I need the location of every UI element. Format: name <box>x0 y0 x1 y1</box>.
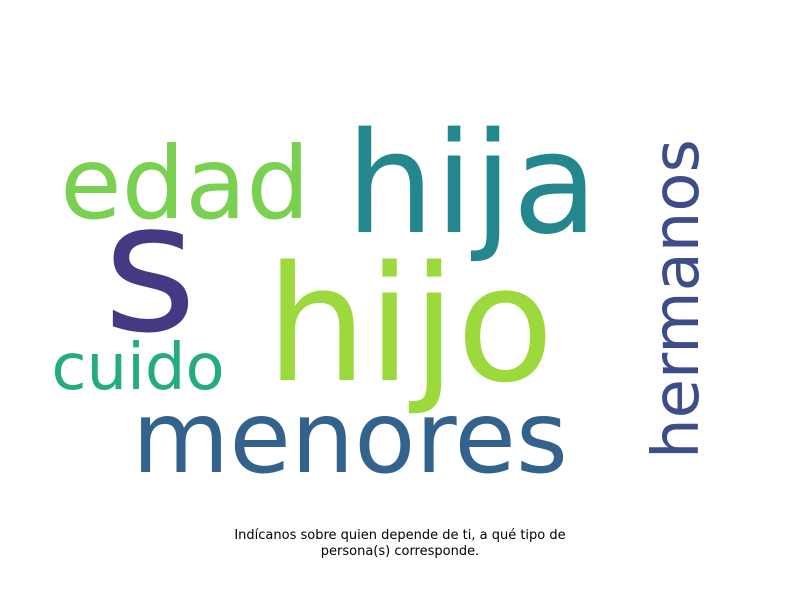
word-s: s <box>103 164 197 373</box>
word-hijo: hijo <box>266 231 554 418</box>
word-hija: hija <box>346 103 598 266</box>
word-edad: edad <box>60 125 310 242</box>
word-hermanos: hermanos <box>640 139 714 459</box>
caption: Indícanos sobre quien depende de ti, a q… <box>0 528 800 560</box>
word-menores: menores <box>132 379 568 496</box>
caption-line-2: persona(s) corresponde. <box>320 544 480 559</box>
caption-line-1: Indícanos sobre quien depende de ti, a q… <box>234 528 566 543</box>
word-cuido: cuido <box>51 331 224 405</box>
